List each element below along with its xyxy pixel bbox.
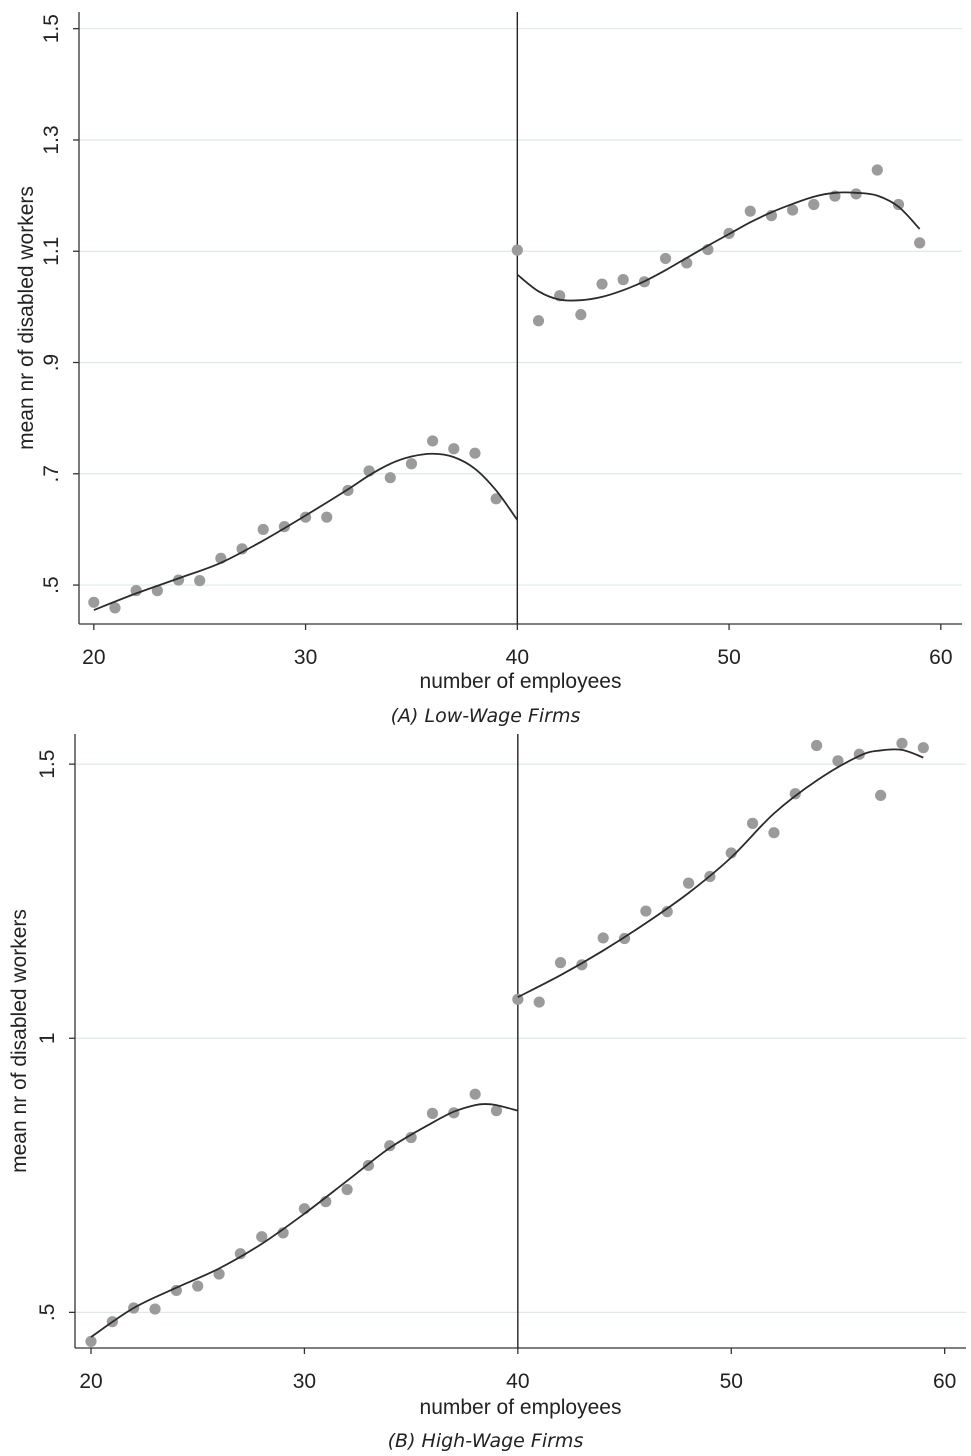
y-tick-label: 1 (36, 1032, 59, 1044)
data-point (533, 996, 545, 1008)
data-point (850, 188, 862, 200)
data-point (871, 164, 883, 176)
data-point (554, 957, 567, 969)
y-tick-label: .5 (36, 1304, 59, 1322)
data-point (277, 1227, 289, 1239)
panel-high-wage: .5 1 1.5 20 30 40 50 60 number of employees mean … (0, 730, 971, 1456)
data-point (151, 585, 163, 597)
data-point (448, 443, 460, 455)
x-axis-title: number of employees (420, 1396, 622, 1419)
x-tick-label: 40 (506, 1370, 529, 1393)
data-point (768, 827, 780, 839)
data-point (789, 788, 801, 800)
y-axis-title: mean nr of disabled workers (15, 186, 38, 450)
data-point (744, 205, 756, 217)
y-tick-label: .9 (40, 354, 63, 372)
y-tick-label: 1.1 (40, 237, 63, 266)
caption-low-wage: (A) Low-Wage Firms (390, 705, 581, 727)
data-point (532, 315, 545, 327)
data-point (681, 257, 693, 269)
fit-line (90, 1103, 519, 1338)
data-point (511, 244, 523, 256)
chart-high-wage: .5 1 1.5 20 30 40 50 60 number of employees mean … (8, 734, 966, 1419)
data-point (575, 309, 587, 321)
data-point (213, 1268, 225, 1280)
data-point (914, 237, 926, 249)
data-point (917, 742, 929, 754)
data-point (85, 1335, 97, 1348)
data-point (321, 511, 333, 523)
data-point (661, 906, 673, 918)
data-point (88, 596, 100, 608)
x-tick-label: 60 (933, 1370, 956, 1393)
data-point (384, 472, 396, 484)
x-tick-label: 60 (929, 646, 952, 669)
data-point (875, 789, 887, 801)
chart-low-wage: .5 .7 .9 1.1 1.3 1.5 20 30 40 50 60 number of emplo… (15, 12, 962, 693)
data-point (170, 1284, 182, 1297)
data-point (256, 1231, 268, 1243)
x-tick-label: 20 (79, 1370, 102, 1393)
data-point (617, 274, 629, 286)
data-point (469, 1088, 481, 1100)
y-tick-label: 1.3 (40, 125, 63, 154)
x-tick-label: 50 (717, 646, 740, 669)
fit-line (516, 191, 921, 302)
data-point (597, 932, 609, 944)
data-point (746, 817, 759, 829)
data-point (341, 1183, 353, 1196)
x-tick-label: 50 (720, 1370, 743, 1393)
data-point (426, 1107, 439, 1119)
data-point (892, 198, 905, 211)
data-point (469, 447, 481, 459)
data-point (596, 278, 608, 290)
data-point (832, 755, 844, 767)
y-axis-title: mean nr of disabled workers (8, 909, 31, 1173)
data-point (109, 602, 121, 614)
data-point (811, 739, 823, 752)
x-tick-label: 20 (82, 646, 105, 669)
panel-low-wage: .5 .7 .9 1.1 1.3 1.5 20 30 40 50 60 number of emplo… (15, 12, 962, 727)
data-point (192, 1280, 204, 1292)
data-point (786, 204, 799, 216)
data-point (896, 737, 908, 749)
y-tick-label: 1.5 (36, 750, 59, 779)
data-point (682, 877, 695, 889)
data-point (257, 523, 269, 536)
data-point (808, 198, 820, 211)
y-tick-label: 1.5 (40, 14, 63, 43)
data-point (427, 435, 439, 447)
fit-line (517, 748, 924, 998)
data-point (659, 252, 672, 265)
x-tick-label: 30 (293, 1370, 316, 1393)
data-point (490, 493, 502, 505)
data-point (490, 1105, 503, 1117)
x-tick-label: 40 (506, 646, 529, 669)
x-tick-label: 30 (294, 646, 317, 669)
data-point (149, 1303, 161, 1315)
fit-line (93, 452, 519, 611)
caption-high-wage: (B) High-Wage Firms (387, 1430, 584, 1452)
y-tick-label: .5 (40, 576, 63, 594)
data-point (234, 1248, 246, 1260)
data-point (384, 1140, 396, 1152)
y-tick-label: .7 (40, 465, 63, 483)
data-point (130, 585, 142, 597)
data-point (194, 575, 206, 587)
data-point (640, 905, 652, 917)
x-axis-title: number of employees (420, 670, 622, 693)
data-point (405, 1131, 417, 1144)
data-point (405, 458, 418, 470)
